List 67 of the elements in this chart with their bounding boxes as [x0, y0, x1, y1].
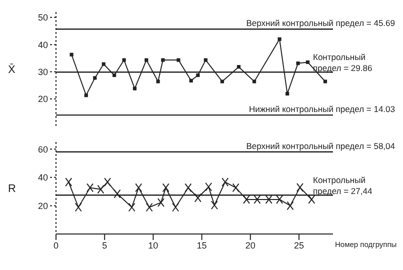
point: [144, 58, 148, 62]
point: [128, 202, 136, 212]
y-axis-title: X̄: [8, 63, 16, 76]
point: [93, 76, 97, 80]
point: [323, 80, 328, 84]
point: [243, 194, 250, 204]
point: [102, 62, 106, 66]
point: [210, 200, 218, 210]
point: [132, 86, 137, 90]
ref-line-label: Нижний контрольный предел = 14.03: [248, 104, 396, 114]
y-tick-label: 40: [38, 172, 48, 183]
point: [112, 73, 116, 78]
point: [161, 58, 165, 62]
x-tick-label: 0: [53, 240, 59, 250]
point: [220, 80, 224, 84]
point: [296, 62, 300, 66]
point: [276, 194, 284, 204]
point: [232, 183, 240, 192]
point: [184, 183, 192, 192]
point: [86, 183, 94, 192]
point: [135, 183, 142, 192]
point: [196, 73, 200, 78]
point: [157, 198, 164, 208]
point: [162, 183, 170, 192]
point: [122, 58, 126, 62]
point: [172, 202, 180, 212]
point: [236, 65, 241, 69]
point: [252, 80, 256, 84]
point: [97, 184, 104, 194]
y-tick-label: 40: [38, 40, 48, 50]
point: [70, 52, 74, 56]
point: [308, 194, 316, 204]
point: [74, 202, 82, 212]
point: [104, 178, 112, 187]
point: [65, 178, 72, 187]
x-tick-label: 15: [196, 240, 207, 250]
y-tick-label: 60: [38, 144, 48, 154]
x-tick-label: 5: [102, 240, 108, 250]
point: [84, 94, 88, 98]
point: [306, 60, 310, 64]
point: [146, 202, 153, 212]
point: [205, 182, 212, 192]
point: [286, 92, 290, 96]
y-tick-label: 30: [38, 66, 48, 77]
point: [114, 189, 121, 198]
point: [189, 78, 193, 82]
point: [265, 194, 272, 204]
point: [296, 182, 304, 192]
y-tick-label: 20: [38, 200, 48, 211]
point: [222, 178, 229, 187]
x-tick-label: 10: [148, 240, 158, 250]
ref-line-label: Верхний контрольный предел = 45.69: [246, 18, 396, 28]
y-tick-label: 50: [38, 12, 48, 23]
point: [204, 58, 208, 62]
point: [278, 37, 282, 41]
y-axis-title: R: [8, 182, 16, 195]
point: [194, 193, 202, 202]
y-tick-label: 20: [38, 94, 48, 104]
point: [286, 201, 294, 210]
x-tick-label: 25: [294, 240, 304, 250]
x-tick-label: 20: [245, 240, 256, 250]
point: [176, 58, 180, 62]
point: [254, 194, 261, 204]
ref-line-label: Верхний контрольный предел = 58,04: [246, 140, 396, 151]
ref-line-label: Контрольный предел = 29.86: [313, 52, 372, 74]
point: [156, 80, 160, 84]
ref-line-label: Контрольный предел = 27,44: [313, 175, 372, 196]
